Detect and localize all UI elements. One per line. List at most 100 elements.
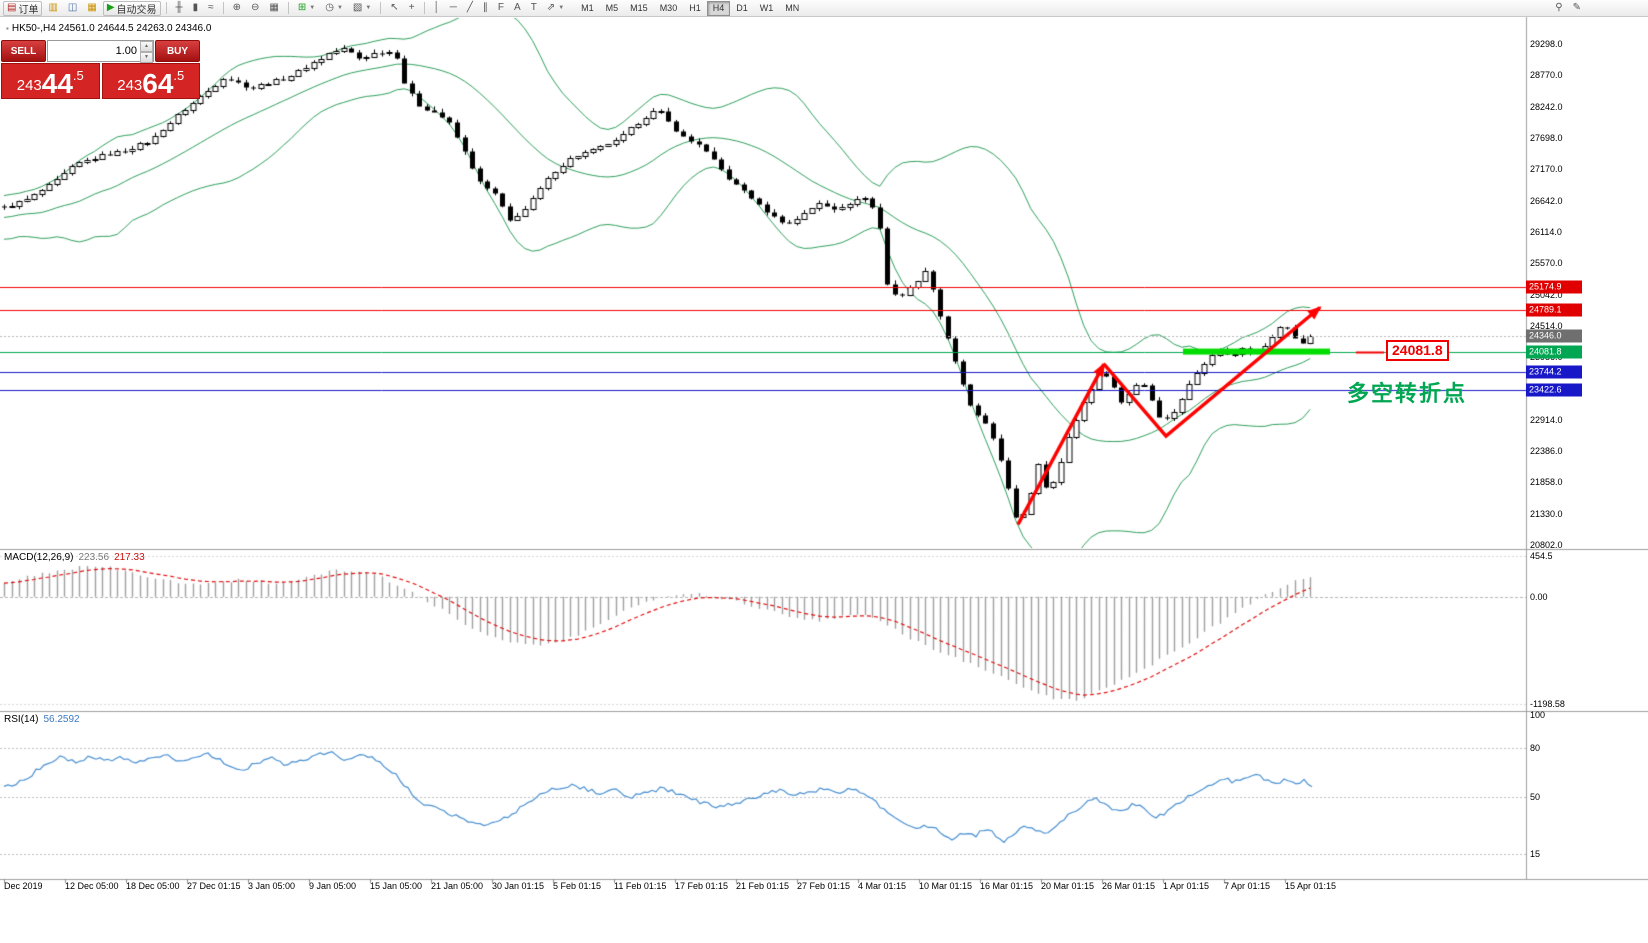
price-annotation-box[interactable]: 24081.8	[1386, 340, 1449, 361]
templates-button[interactable]: ▧ ▼	[349, 1, 375, 16]
market-watch-icon: ▥	[48, 2, 58, 13]
macd-value: 223.56	[78, 552, 110, 563]
autotrading-button[interactable]: ▶ 自动交易	[102, 0, 161, 16]
volume-increase-button[interactable]: ▲	[140, 41, 153, 52]
zoom-out-icon: ⊖	[251, 2, 260, 13]
autotrading-button-label: 自动交易	[116, 4, 157, 16]
timeframe-m1-button[interactable]: M1	[575, 1, 600, 16]
data-window-icon: ◫	[67, 2, 78, 13]
buy-button[interactable]: BUY	[155, 40, 200, 62]
shapes-button[interactable]: ⇗ ▼	[543, 1, 568, 16]
crosshair-button[interactable]: +	[405, 1, 419, 16]
text-button[interactable]: A	[510, 1, 525, 16]
buy-price-display[interactable]: 243 64.5	[101, 63, 200, 99]
fibonacci-button[interactable]: F	[494, 1, 508, 16]
toolbar-separator	[380, 2, 382, 14]
timeframe-h1-button[interactable]: H1	[683, 1, 707, 16]
price-digits: .5	[72, 68, 84, 83]
timeframe-m30-button[interactable]: M30	[654, 1, 684, 16]
vertical-line-button[interactable]: │	[430, 1, 444, 16]
horizontal-line-icon: ─	[449, 2, 457, 13]
timeframe-m15-button[interactable]: M15	[624, 1, 654, 16]
data-window-button[interactable]: ◫	[64, 1, 81, 16]
turning-point-text[interactable]: 多空转折点	[1347, 381, 1468, 406]
volume-stepper[interactable]: 1.00 ▲ ▼	[47, 40, 154, 63]
timeframe-h4-button[interactable]: H4	[706, 0, 731, 16]
price-digits: .5	[173, 68, 185, 83]
new-order-icon: ▤	[7, 2, 17, 13]
bar-chart-icon: ╫	[175, 2, 183, 13]
market-watch-button[interactable]: ▥	[44, 1, 61, 16]
toolbar-separator	[165, 2, 167, 14]
trendline-button[interactable]: ╱	[463, 1, 477, 16]
macd-indicator-label: MACD(12,26,9) 223.56 217.33	[4, 552, 145, 563]
label-icon: T	[530, 2, 537, 13]
candlestick-chart-icon: ▮	[192, 2, 199, 13]
sell-price-display[interactable]: 243 44.5	[1, 63, 100, 99]
channel-icon: ∥	[482, 2, 488, 13]
periods-icon: ◷	[325, 2, 334, 13]
toolbar-separator	[222, 2, 224, 14]
cursor-icon: ↖	[390, 2, 399, 13]
line-chart-icon: ≈	[208, 2, 214, 13]
periods-button[interactable]: ◷ ▼	[321, 1, 347, 16]
edit-button[interactable]: ✎	[1569, 1, 1585, 16]
dropdown-arrow-icon[interactable]: ▼	[365, 5, 372, 11]
timeframe-d1-button[interactable]: D1	[730, 1, 754, 16]
indicators-button[interactable]: ⊞ ▼	[294, 1, 319, 16]
one-click-trading-panel: SELL 1.00 ▲ ▼ BUY 243 44.5 243 64.5	[1, 40, 200, 99]
one-click-panel-toggle[interactable]: ▪	[6, 24, 9, 33]
rsi-indicator-label: RSI(14) 56.2592	[4, 714, 80, 725]
crosshair-icon: +	[408, 2, 415, 13]
timeframe-group: M1 M5 M15 M30 H1 H4 D1 W1 MN	[575, 0, 805, 16]
tile-windows-button[interactable]: ▦	[265, 1, 282, 16]
label-button[interactable]: T	[527, 1, 541, 16]
trendline-icon: ╱	[466, 2, 473, 13]
zoom-in-icon: ⊕	[232, 2, 242, 13]
timeframe-m5-button[interactable]: M5	[600, 1, 625, 16]
main-toolbar: ▤ 订单 ▥ ◫ ▦ ▶ 自动交易 ╫ ▮ ≈ ⊕ ⊖ ▦ ⊞ ▼ ◷ ▼ ▧ ▼ ↖ + │ ─ ╱ ∥ F A T ⇗ ▼ M1 M5 M…	[0, 0, 1648, 17]
macd-signal-value: 217.33	[114, 552, 145, 563]
volume-input[interactable]: 1.00	[115, 45, 137, 57]
price-digits: 243	[117, 77, 143, 94]
zoom-out-button[interactable]: ⊖	[247, 1, 263, 16]
templates-icon: ▧	[352, 2, 363, 13]
tile-windows-icon: ▦	[269, 2, 279, 13]
zoom-in-button[interactable]: ⊕	[229, 1, 245, 16]
rsi-value: 56.2592	[43, 714, 80, 725]
indicators-icon: ⊞	[297, 2, 307, 13]
vertical-line-icon: │	[433, 2, 440, 13]
rsi-name: RSI(14)	[4, 714, 39, 725]
timeframe-w1-button[interactable]: W1	[754, 1, 780, 16]
navigator-button[interactable]: ▦	[83, 1, 100, 16]
price-digits: 243	[16, 77, 42, 94]
symbol-ohlc-text: HK50-,H4 24561.0 24644.5 24263.0 24346.0	[11, 23, 212, 34]
cursor-button[interactable]: ↖	[386, 1, 402, 16]
line-chart-button[interactable]: ≈	[204, 1, 218, 16]
navigator-icon: ▦	[87, 2, 97, 13]
new-order-button[interactable]: ▤ 订单	[3, 0, 43, 16]
toolbar-separator	[423, 2, 425, 14]
search-icon: ⚲	[1555, 2, 1563, 13]
autotrading-icon: ▶	[106, 2, 115, 13]
bar-chart-button[interactable]: ╫	[172, 1, 187, 16]
new-order-button-label: 订单	[18, 4, 39, 16]
dropdown-arrow-icon[interactable]: ▼	[558, 5, 565, 11]
toolbar-separator	[287, 2, 289, 14]
search-button[interactable]: ⚲	[1551, 1, 1566, 16]
volume-decrease-button[interactable]: ▼	[140, 52, 153, 63]
toolbar-left-groups: ▤ 订单 ▥ ◫ ▦ ▶ 自动交易 ╫ ▮ ≈ ⊕ ⊖ ▦ ⊞ ▼ ◷ ▼ ▧ ▼ ↖ + │ ─ ╱ ∥ F A T ⇗ ▼	[2, 0, 569, 16]
fibonacci-icon: F	[497, 2, 505, 13]
timeframe-mn-button[interactable]: MN	[779, 1, 805, 16]
dropdown-arrow-icon[interactable]: ▼	[336, 5, 343, 11]
candlestick-chart-button[interactable]: ▮	[189, 1, 203, 16]
price-digits: 44	[41, 68, 73, 100]
edit-icon: ✎	[1572, 2, 1581, 13]
horizontal-line-button[interactable]: ─	[446, 1, 461, 16]
sell-button[interactable]: SELL	[1, 40, 46, 62]
symbol-ohlc-info: ▪ HK50-,H4 24561.0 24644.5 24263.0 24346.…	[6, 23, 211, 34]
channel-button[interactable]: ∥	[479, 1, 492, 16]
dropdown-arrow-icon[interactable]: ▼	[309, 5, 316, 11]
